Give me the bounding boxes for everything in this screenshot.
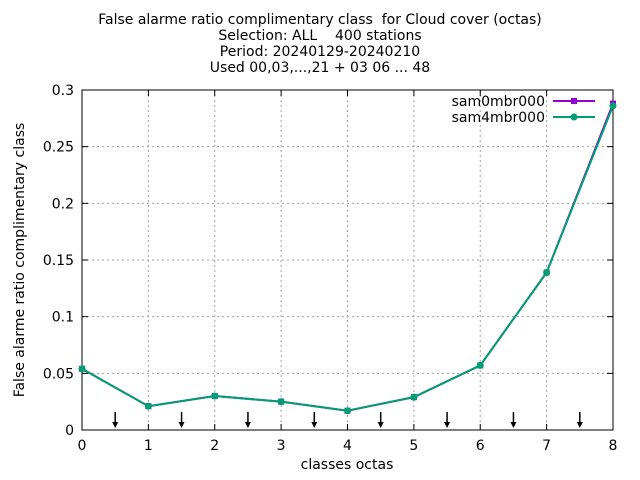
data-point	[543, 268, 551, 276]
arrow-marker	[444, 412, 451, 428]
y-tick-label: 0	[65, 423, 74, 439]
y-tick-label: 0.2	[52, 196, 74, 212]
x-axis-label: classes octas	[300, 457, 394, 473]
legend-label: sam4mbr000	[452, 110, 545, 126]
arrow-head	[178, 422, 185, 428]
data-point	[344, 407, 351, 415]
data-series	[78, 100, 617, 415]
x-tick-label: 5	[409, 438, 418, 454]
data-point	[211, 392, 219, 400]
arrow-marker	[377, 412, 384, 428]
x-tick-label: 0	[78, 438, 87, 454]
arrow-marker	[311, 412, 318, 428]
series-line	[81, 103, 614, 412]
arrow-head	[311, 422, 318, 428]
arrow-head	[444, 422, 451, 428]
x-tick-label: 7	[542, 438, 551, 454]
x-tick-label: 1	[144, 438, 153, 454]
arrow-head	[576, 422, 583, 428]
legend-label: sam0mbr000	[452, 94, 545, 110]
title-line-1: False alarme ratio complimentary class f…	[98, 12, 542, 28]
arrow-marker	[178, 412, 185, 428]
grid-lines	[82, 90, 613, 430]
legend-swatch-point	[571, 98, 577, 104]
y-tick-label: 0.25	[43, 140, 74, 156]
arrow-head	[112, 422, 119, 428]
data-point	[144, 402, 152, 410]
data-point	[609, 102, 617, 110]
arrow-marker	[576, 412, 583, 428]
x-tick-label: 4	[343, 438, 352, 454]
y-tick-label: 0.1	[52, 310, 74, 326]
x-tick-label: 6	[476, 438, 485, 454]
axis-ticks: 0 0.05 0.1 0.15 0.2 0.25 0.3 0 1 2 3 4 5 6 7 8	[43, 83, 618, 454]
data-point	[476, 361, 484, 369]
y-tick-label: 0.3	[52, 83, 74, 99]
arrow-marker	[244, 412, 251, 428]
title-line-3: Period: 20240129-20240210	[219, 44, 421, 60]
title-line-4: Used 00,03,...,21 + 03 06 ... 48	[209, 60, 431, 76]
data-point	[78, 365, 86, 373]
arrow-marker	[112, 412, 119, 428]
class-arrow-markers	[112, 412, 583, 428]
y-tick-label: 0.05	[43, 366, 74, 382]
x-tick-label: 3	[277, 438, 286, 454]
arrow-head	[510, 422, 517, 428]
arrow-head	[377, 422, 384, 428]
arrow-head	[244, 422, 251, 428]
legend-swatch-point	[570, 113, 578, 121]
data-point	[277, 398, 285, 406]
y-tick-label: 0.15	[43, 253, 74, 269]
series-sam4mbr000	[78, 102, 617, 415]
title-line-2: Selection: ALL 400 stations	[218, 28, 422, 44]
x-tick-label: 2	[210, 438, 219, 454]
arrow-marker	[510, 412, 517, 428]
data-point	[410, 393, 418, 401]
y-axis-label: False alarme ratio complimentary class	[12, 122, 28, 398]
x-tick-label: 8	[609, 438, 618, 454]
